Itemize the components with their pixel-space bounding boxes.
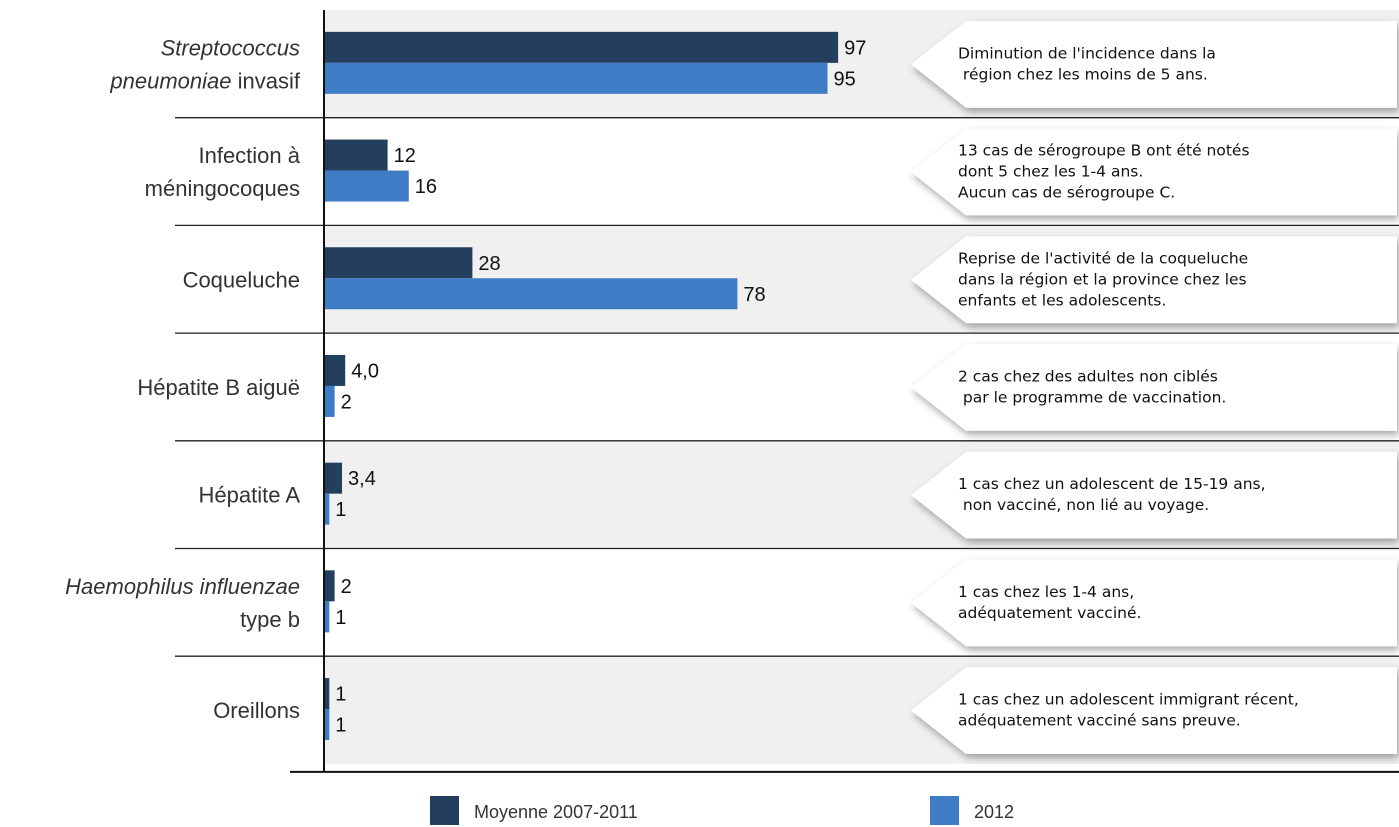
legend-item: 2012 — [930, 796, 1014, 825]
bar-moyenne — [324, 31, 839, 63]
annotation-text: Reprise de l'activité de la coqueluche — [958, 249, 1248, 267]
category-label: pneumoniae invasif — [109, 68, 300, 93]
value-label: 1 — [335, 684, 346, 706]
bar-2012 — [324, 385, 335, 417]
legend: Moyenne 2007-2011 2012 — [430, 796, 1014, 825]
annotation-text: Diminution de l'incidence dans la — [958, 44, 1216, 62]
annotation-text: 1 cas chez les 1-4 ans, — [958, 583, 1134, 601]
category-label: Infection à — [198, 143, 300, 168]
category-label: Oreillons — [213, 698, 300, 723]
legend-label: Moyenne 2007-2011 — [474, 802, 638, 822]
bar-2012 — [324, 278, 738, 310]
category-label: méningocoques — [145, 176, 300, 201]
value-label: 95 — [834, 68, 856, 90]
value-label: 2 — [341, 576, 352, 598]
bar-2012 — [324, 62, 828, 94]
value-label: 1 — [335, 499, 346, 521]
bar-2012 — [324, 709, 330, 741]
bar-2012 — [324, 170, 409, 202]
bar-2012 — [324, 601, 330, 633]
category-label: Hépatite A — [198, 483, 300, 508]
annotation-callout: 1 cas chez un adolescent immigrant récen… — [911, 667, 1397, 754]
bar-moyenne — [324, 247, 473, 279]
annotation-text: 13 cas de sérogroupe B ont été notés — [958, 142, 1250, 160]
annotation-callout: 13 cas de sérogroupe B ont été notés dont… — [911, 128, 1397, 216]
category-label: Streptococcus — [161, 35, 300, 60]
annotation-callout: 1 cas chez un adolescent de 15-19 ans, n… — [911, 451, 1397, 539]
annotation-text: non vacciné, non lié au voyage. — [958, 496, 1209, 514]
annotation-text: enfants et les adolescents. — [958, 291, 1166, 309]
value-label: 3,4 — [348, 468, 376, 490]
annotation-text: adéquatement vacciné. — [958, 604, 1141, 622]
bar-moyenne — [324, 354, 346, 386]
bar-moyenne — [324, 678, 330, 710]
axes — [290, 10, 1399, 773]
legend-label: 2012 — [974, 802, 1014, 822]
category-label: Coqueluche — [183, 267, 300, 292]
value-label: 1 — [335, 715, 346, 737]
annotation-text: Aucun cas de sérogroupe C. — [958, 184, 1175, 202]
annotation-text: par le programme de vaccination. — [958, 388, 1226, 406]
annotation-text: 1 cas chez un adolescent immigrant récen… — [958, 691, 1299, 709]
legend-swatch — [930, 796, 959, 825]
annotation-text: 1 cas chez un adolescent de 15-19 ans, — [958, 475, 1266, 493]
value-label: 16 — [415, 176, 437, 198]
annotation-text: 2 cas chez des adultes non ciblés — [958, 367, 1218, 385]
legend-swatch — [430, 796, 459, 825]
category-label: Haemophilus influenzae — [65, 574, 300, 599]
value-label: 28 — [478, 253, 500, 275]
annotation-text: adéquatement vacciné sans preuve. — [958, 712, 1241, 730]
value-label: 4,0 — [351, 360, 379, 382]
annotation-text: dont 5 chez les 1-4 ans. — [958, 163, 1143, 181]
annotation-callout: 1 cas chez les 1-4 ans, adéquatement vacc… — [911, 559, 1397, 647]
annotation-callout: Reprise de l'activité de la coqueluche da… — [911, 236, 1397, 324]
value-label: 97 — [844, 37, 866, 59]
category-label: type b — [240, 607, 300, 632]
value-label: 12 — [394, 145, 416, 167]
value-label: 2 — [341, 391, 352, 413]
value-label: 78 — [743, 284, 765, 306]
value-label: 1 — [335, 607, 346, 629]
annotation-text: région chez les moins de 5 ans. — [958, 65, 1208, 83]
annotation-callout: Diminution de l'incidence dans la région… — [911, 21, 1397, 108]
annotation-callouts: Diminution de l'incidence dans la région… — [911, 21, 1397, 754]
bar-moyenne — [324, 462, 343, 494]
bar-2012 — [324, 493, 330, 525]
legend-item: Moyenne 2007-2011 — [430, 796, 638, 825]
annotation-text: dans la région et la province chez les — [958, 270, 1247, 288]
annotation-callout: 2 cas chez des adultes non ciblés par le… — [911, 344, 1397, 431]
bar-moyenne — [324, 139, 388, 171]
category-labels: Streptococcus pneumoniae invasif Infection… — [65, 35, 301, 723]
bar-moyenne — [324, 570, 335, 602]
category-label: Hépatite B aiguë — [137, 375, 300, 400]
